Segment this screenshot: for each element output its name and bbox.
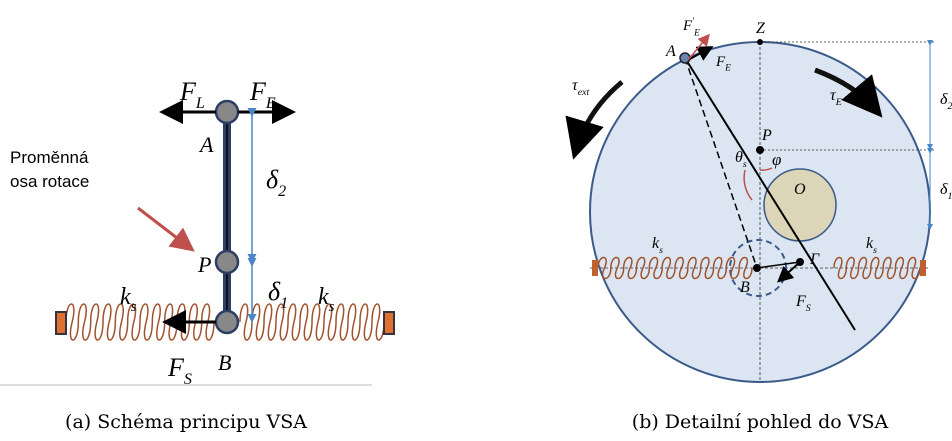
label-base: Γ	[809, 251, 820, 268]
symbol-label: F'E	[682, 16, 700, 38]
label-base: θ	[735, 149, 743, 166]
symbol-label: Γ	[809, 251, 820, 268]
label-base: F	[249, 77, 267, 106]
symbol-label: P	[197, 252, 211, 277]
label-base: P	[197, 252, 211, 277]
label-sub: 2	[278, 183, 286, 200]
symbol-label: ks	[318, 284, 335, 315]
label-base: Z	[756, 20, 766, 37]
label-sup: '	[692, 16, 695, 26]
label-sub: 1	[280, 295, 288, 312]
label-sub: E	[693, 28, 700, 38]
symbol-label: Z	[756, 20, 766, 37]
label-sub: L	[195, 95, 205, 112]
label-base: δ	[266, 165, 279, 194]
symbol-label: δ2	[940, 91, 952, 112]
label-base: P	[761, 127, 772, 144]
label-base: B	[218, 350, 231, 375]
caption: (a) Schéma principu VSA	[65, 411, 307, 433]
figure: FLFEAPBδ2δ1ksksFSF'EFEAZτextτEPθsφOΓksks…	[0, 0, 952, 436]
note-line: osa rotace	[10, 172, 89, 191]
label-sub: E	[835, 97, 842, 108]
label-sub: s	[743, 159, 747, 170]
label-sub: S	[184, 371, 192, 388]
symbol-label: FE	[249, 77, 276, 112]
label-base: k	[120, 284, 131, 310]
symbol-label: A	[665, 43, 676, 60]
label-base: F	[167, 353, 185, 382]
label-sub: s	[873, 245, 877, 256]
label-sub: s	[659, 245, 663, 256]
symbol-label: B	[740, 279, 750, 296]
label-base: O	[794, 181, 806, 198]
label-sub: 1	[947, 191, 952, 202]
label-base: F	[179, 77, 197, 106]
label-base: φ	[772, 150, 781, 169]
label-base: F	[795, 293, 806, 310]
label-base: k	[318, 284, 329, 310]
symbol-label: FL	[179, 77, 205, 112]
label-sub: E	[724, 64, 731, 74]
label-sub: E	[265, 95, 276, 112]
symbol-label: P	[761, 127, 772, 144]
panel-b	[576, 36, 935, 382]
label-base: B	[740, 279, 750, 296]
label-sub: ext	[578, 87, 590, 98]
label-base: A	[198, 132, 214, 157]
label-sub: 2	[947, 101, 952, 112]
label-sub: S	[806, 303, 811, 314]
symbol-label: O	[794, 181, 806, 198]
label-sub: s	[329, 299, 335, 315]
note-line: Proměnná	[10, 148, 89, 167]
label-base: δ	[268, 277, 281, 306]
caption: (b) Detailní pohled do VSA	[632, 411, 889, 433]
label-base: A	[665, 43, 676, 60]
symbol-label: τext	[572, 77, 590, 98]
symbol-label: φ	[772, 150, 781, 169]
symbol-label: δ1	[940, 181, 952, 202]
symbol-label: FS	[167, 353, 192, 388]
symbol-label: A	[198, 132, 214, 157]
symbol-label: B	[218, 350, 231, 375]
label-sub: s	[131, 299, 137, 315]
symbol-label: δ2	[266, 165, 286, 200]
panel-a	[0, 101, 394, 385]
